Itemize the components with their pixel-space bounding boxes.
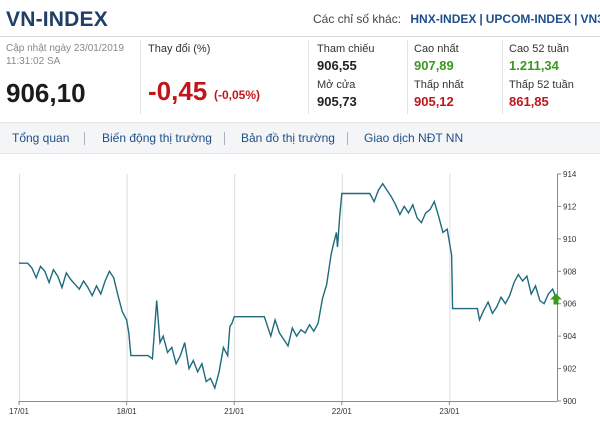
low-label: Thấp nhất xyxy=(414,79,464,91)
link-hnx-index[interactable]: HNX-INDEX xyxy=(410,12,477,26)
y-tick-label: 912 xyxy=(563,202,577,211)
divider xyxy=(140,40,141,114)
tab-market-map[interactable]: Bản đồ thị trường xyxy=(241,131,335,145)
change-percent: (-0,05%) xyxy=(214,88,261,102)
divider xyxy=(407,40,408,114)
divider xyxy=(502,40,503,114)
low52-label: Thấp 52 tuần xyxy=(509,79,574,91)
x-tick-label: 17/01 xyxy=(9,407,30,416)
high52-label: Cao 52 tuần xyxy=(509,43,569,55)
separator: | xyxy=(479,12,483,26)
y-tick-label: 914 xyxy=(563,170,577,179)
x-tick-label: 21/01 xyxy=(224,407,245,416)
other-indices: Các chỉ số khác: HNX-INDEX | UPCOM-INDEX | V… xyxy=(313,12,600,26)
y-tick-label: 904 xyxy=(563,332,577,341)
y-tick-label: 908 xyxy=(563,267,577,276)
last-price-up-arrow-icon xyxy=(550,293,562,305)
y-tick-label: 906 xyxy=(563,300,577,309)
y-tick-label: 900 xyxy=(563,397,577,406)
x-tick-label: 18/01 xyxy=(117,407,138,416)
separator: | xyxy=(574,12,578,26)
update-time: 11:31:02 SA xyxy=(6,56,61,67)
link-upcom-index[interactable]: UPCOM-INDEX xyxy=(485,12,572,26)
current-price: 906,10 xyxy=(6,78,86,108)
tab-foreign-trading[interactable]: Giao dịch NĐT NN xyxy=(364,131,464,145)
high-value: 907,89 xyxy=(414,58,454,73)
header-divider xyxy=(0,36,600,37)
nav-tabs: Tổng quan Biến động thị trường Bản đồ th… xyxy=(0,122,600,154)
tab-market-movement[interactable]: Biến động thị trường xyxy=(102,131,212,145)
tab-separator xyxy=(347,132,348,145)
low-value: 905,12 xyxy=(414,94,454,109)
open-value: 905,73 xyxy=(317,94,357,109)
tab-overview[interactable]: Tổng quan xyxy=(12,131,70,145)
y-tick-label: 910 xyxy=(563,235,577,244)
update-info: Cập nhật ngày 23/01/2019 11:31:02 SA xyxy=(6,42,124,68)
update-date: Cập nhật ngày 23/01/2019 xyxy=(6,43,124,54)
x-tick-label: 23/01 xyxy=(439,407,460,416)
divider xyxy=(308,40,309,114)
tab-separator xyxy=(84,132,85,145)
series-line xyxy=(19,182,558,391)
ref-label: Tham chiếu xyxy=(317,43,375,55)
index-chart: 900 902 904 906 908 910 912 914 17/01 18/01 21/01 2… xyxy=(9,170,577,416)
tab-separator xyxy=(224,132,225,145)
x-tick-label: 22/01 xyxy=(332,407,353,416)
change-value: -0,45 xyxy=(148,76,208,106)
index-title: VN-INDEX xyxy=(6,8,108,31)
y-tick-label: 902 xyxy=(563,365,577,374)
change-label: Thay đổi (%) xyxy=(148,43,211,55)
low52-value: 861,85 xyxy=(509,94,549,109)
open-label: Mở cửa xyxy=(317,79,356,91)
link-vn30[interactable]: VN30 xyxy=(580,12,600,26)
high-label: Cao nhất xyxy=(414,43,459,55)
ref-value: 906,55 xyxy=(317,58,357,73)
other-indices-label: Các chỉ số khác: xyxy=(313,12,402,26)
high52-value: 1.211,34 xyxy=(509,58,559,73)
